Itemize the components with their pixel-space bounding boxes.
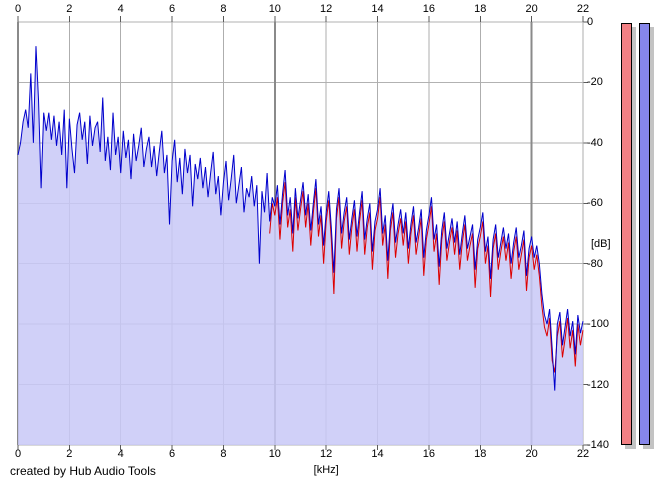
spectrum-fill-area [18, 46, 583, 446]
x-tick-label-top: 4 [117, 3, 124, 15]
credit-text: created by Hub Audio Tools [10, 464, 156, 478]
x-tick-label-top: 6 [169, 3, 176, 15]
x-tick-label-top: 22 [576, 3, 590, 15]
x-tick-label-bottom: 6 [169, 448, 176, 460]
x-tick-label-bottom: 0 [14, 448, 22, 460]
x-tick-label-bottom: 14 [371, 448, 384, 460]
y-tick-label: 0 [587, 16, 594, 28]
x-tick-label-bottom: 12 [320, 448, 333, 460]
x-tick-label-top: 12 [320, 3, 333, 15]
y-tick-label: -60 [587, 197, 603, 210]
x-tick-label-bottom: 16 [422, 448, 436, 460]
y-tick-label: -120 [587, 378, 610, 391]
red-trace [269, 182, 584, 373]
x-tick-label-bottom: 10 [268, 448, 281, 460]
x-tick-label-bottom: 18 [474, 448, 487, 460]
x-tick-label-bottom: 20 [525, 448, 538, 460]
x-tick-label-top: 10 [268, 3, 281, 15]
y-tick-label: -80 [587, 257, 603, 270]
x-tick-label-top: 8 [220, 3, 227, 15]
x-tick-label-top: 20 [525, 3, 538, 15]
x-tick-label-top: 14 [371, 3, 384, 15]
level-meter-blue [639, 23, 650, 445]
x-tick-label-top: 18 [474, 3, 487, 15]
x-tick-label-top: 0 [14, 3, 22, 15]
x-tick-label-bottom: 2 [66, 448, 73, 460]
x-tick-label-bottom: 4 [117, 448, 124, 460]
blue-trace [17, 46, 584, 391]
x-tick-label-top: 2 [66, 3, 73, 15]
x-tick-label-top: 16 [422, 3, 436, 15]
x-axis-unit-label: [kHz] [313, 464, 339, 476]
x-tick-label-bottom: 8 [220, 448, 227, 460]
y-tick-label: -20 [587, 76, 603, 89]
y-axis-unit-label: [dB] [591, 238, 611, 250]
level-meter-red [621, 23, 632, 445]
y-tick-label: -40 [587, 136, 603, 149]
x-tick-label-bottom: 22 [576, 448, 590, 460]
y-tick-label: -100 [587, 318, 610, 331]
y-tick-label: -140 [587, 439, 610, 451]
